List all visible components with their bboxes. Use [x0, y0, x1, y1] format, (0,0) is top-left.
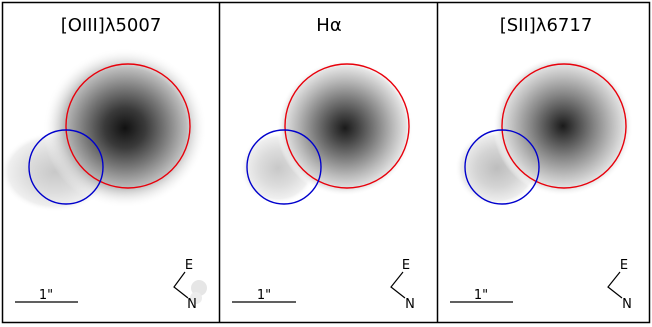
panel-halpha-compass-north: N: [405, 297, 415, 312]
panel-oiii-faint-knot: [191, 280, 207, 296]
panel-oiii-scale-label: 1": [39, 288, 53, 303]
panel-sii-large-aperture: [501, 63, 627, 189]
panel-sii-compass-east: E: [620, 258, 628, 273]
panel-sii-compass: E N: [607, 258, 632, 312]
panel-sii-compass-arrows: [607, 271, 623, 299]
panel-sii-small-aperture: [464, 129, 540, 205]
panel-sii-main-emission: [493, 56, 633, 196]
panel-sii: [SII]λ6717 1" E N: [438, 3, 649, 322]
panel-oiii-compass-east: E: [185, 258, 193, 273]
panel-halpha-small-aperture: [246, 129, 322, 205]
panel-oiii: [OIII]λ5007 1" E N: [3, 3, 219, 322]
panel-halpha-compass: E N: [390, 258, 415, 312]
panel-halpha-title: Hα: [316, 15, 341, 36]
panel-oiii-compass-arrows: [173, 271, 189, 299]
panel-oiii-small-aperture: [28, 129, 104, 205]
panel-halpha-main-emission: [277, 60, 413, 196]
panel-sii-scale-label: 1": [474, 288, 488, 303]
panel-oiii-faint-knot-2: [190, 292, 202, 304]
panel-oiii-compass-north: N: [187, 297, 197, 312]
panel-halpha-large-aperture: [284, 63, 410, 189]
panel-oiii-main-emission: [43, 48, 207, 208]
panel-halpha-compass-east: E: [402, 258, 410, 273]
panel-halpha: Hα 1" E N: [220, 3, 437, 322]
panel-halpha-scale-label: 1": [257, 288, 271, 303]
panel-sii-title: [SII]λ6717: [500, 15, 593, 36]
panel-halpha-compass-arrows: [390, 271, 406, 299]
panel-sii-compass-north: N: [622, 297, 632, 312]
panel-oiii-title: [OIII]λ5007: [61, 15, 162, 36]
panel-oiii-large-aperture: [65, 63, 191, 189]
panel-oiii-compass: E N: [173, 258, 197, 312]
